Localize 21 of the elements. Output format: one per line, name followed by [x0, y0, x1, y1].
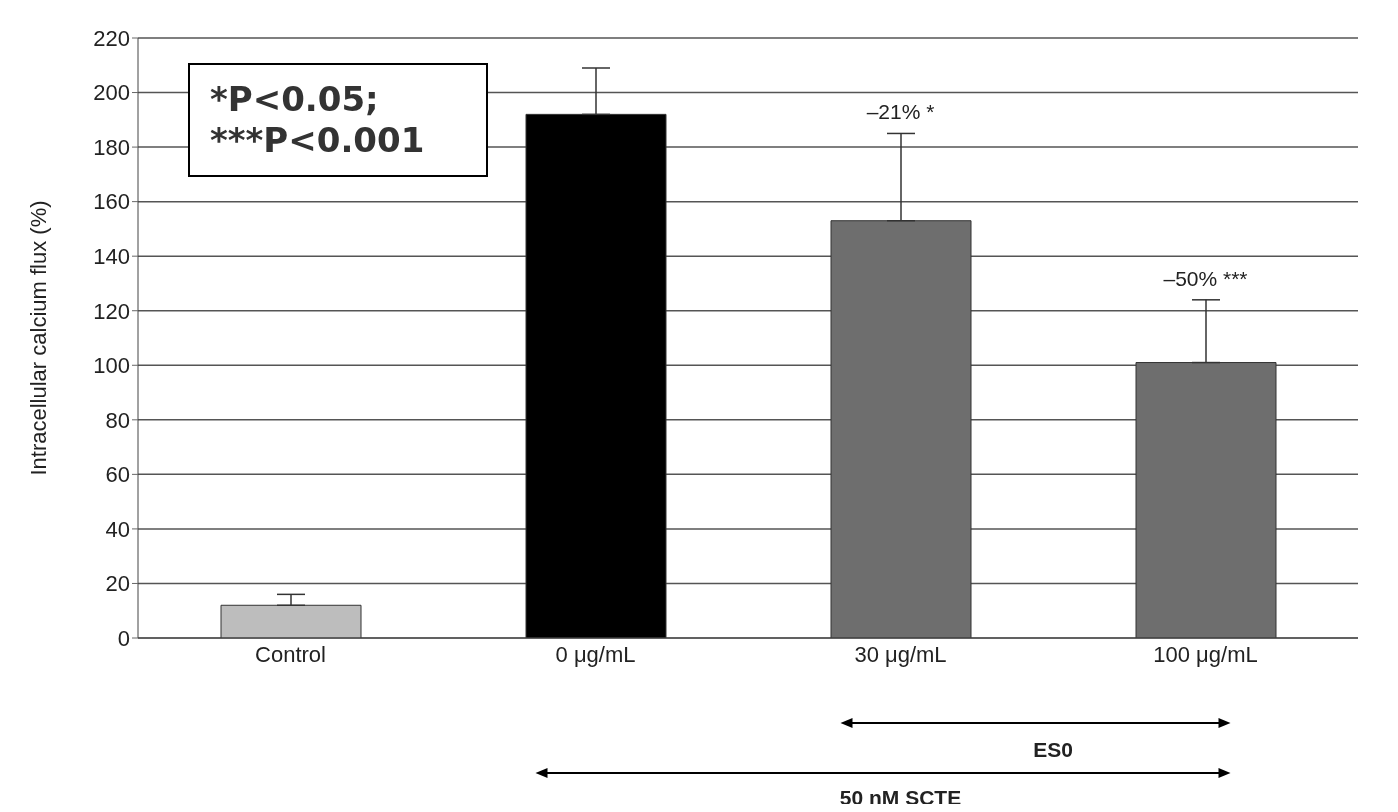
- note-box: *P<0.05; ***P<0.001: [188, 63, 488, 177]
- x-tick-label: Control: [255, 641, 326, 667]
- text: ES0: [1033, 738, 1073, 761]
- annotation: –21% *: [866, 100, 935, 124]
- y-tick-label: 200: [93, 80, 130, 106]
- annotation: –50% ***: [1163, 266, 1248, 290]
- y-tick-label: 0: [117, 625, 130, 651]
- y-axis-title: Intracellular calcium flux (%): [25, 200, 51, 476]
- x-tick-label: 30 μg/mL: [854, 641, 947, 667]
- y-tick-label: 120: [93, 298, 130, 324]
- y-tick-label: 220: [93, 25, 130, 51]
- y-tick-label: 100: [93, 353, 130, 379]
- y-tick-label: 160: [93, 189, 130, 215]
- y-tick-label: 140: [93, 243, 130, 269]
- y-tick-label: 20: [105, 571, 130, 597]
- y-tick-label: 40: [105, 516, 130, 542]
- y-tick-label: 180: [93, 134, 130, 160]
- x-tick-label: 100 μg/mL: [1153, 641, 1258, 667]
- y-tick-label: 80: [105, 407, 130, 433]
- y-tick-label: 60: [105, 462, 130, 488]
- x-tick-label: 0 μg/mL: [555, 641, 636, 667]
